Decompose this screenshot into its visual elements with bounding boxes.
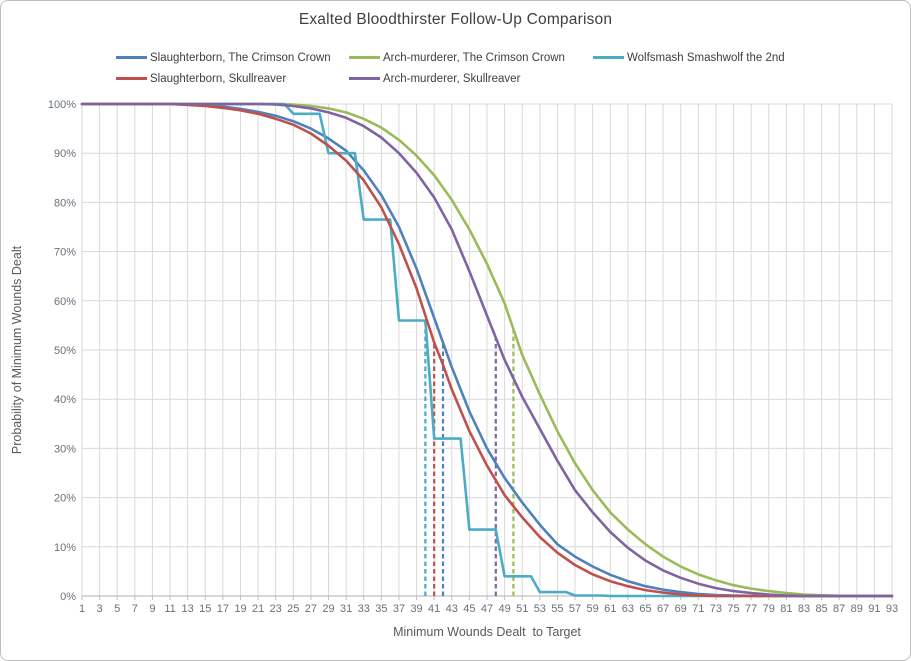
x-tick-label: 81 [780, 603, 792, 615]
x-tick-label: 89 [851, 603, 863, 615]
legend-item-slaughterborn-crimson-crown: Slaughterborn, The Crimson Crown [116, 52, 349, 64]
legend-label: Arch-murderer, Skullreaver [383, 72, 521, 85]
x-tick-label: 33 [358, 603, 370, 615]
x-tick-label: 25 [287, 603, 299, 615]
x-tick-label: 15 [199, 603, 211, 615]
x-tick-label: 79 [763, 603, 775, 615]
x-tick-label: 73 [710, 603, 722, 615]
y-tick-label: 40% [54, 394, 76, 406]
x-tick-label: 85 [815, 603, 827, 615]
legend-row-1: Slaughterborn, The Crimson Crown Arch-mu… [116, 47, 796, 68]
x-tick-label: 31 [340, 603, 352, 615]
x-tick-label: 43 [446, 603, 458, 615]
legend-label: Slaughterborn, Skullreaver [150, 72, 287, 85]
x-tick-label: 45 [463, 603, 475, 615]
x-tick-label: 83 [798, 603, 810, 615]
x-tick-label: 51 [516, 603, 528, 615]
x-tick-label: 57 [569, 603, 581, 615]
series-line [80, 102, 894, 598]
x-tick-label: 53 [534, 603, 546, 615]
x-tick-label: 37 [393, 603, 405, 615]
y-tick-label: 50% [54, 345, 76, 357]
legend-row-2: Slaughterborn, Skullreaver Arch-murderer… [116, 68, 796, 89]
x-tick-label: 41 [428, 603, 440, 615]
x-tick-label: 93 [886, 603, 898, 615]
x-tick-label: 11 [164, 603, 175, 615]
chart-title: Exalted Bloodthirster Follow-Up Comparis… [298, 11, 613, 28]
series-line [80, 102, 894, 598]
line-swatch-icon [349, 77, 380, 80]
legend: Slaughterborn, The Crimson Crown Arch-mu… [116, 47, 796, 89]
legend-item-archmurderer-skullreaver: Arch-murderer, Skullreaver [349, 73, 593, 85]
x-tick-label: 49 [498, 603, 510, 615]
y-tick-label: 30% [54, 443, 76, 455]
x-tick-label: 3 [97, 603, 103, 615]
y-tick-label: 70% [54, 247, 76, 259]
x-tick-label: 35 [375, 603, 387, 615]
x-tick-label: 9 [149, 603, 155, 615]
x-tick-label: 75 [727, 603, 739, 615]
x-tick-label: 5 [114, 603, 120, 615]
x-tick-label: 27 [305, 603, 317, 615]
x-tick-label: 63 [622, 603, 634, 615]
x-axis-title: Minimum Wounds Dealt to Target [393, 625, 581, 639]
x-tick-label: 61 [604, 603, 616, 615]
y-tick-label: 90% [54, 148, 76, 160]
x-tick-label: 67 [657, 603, 669, 615]
x-tick-label: 71 [692, 603, 704, 615]
line-swatch-icon [593, 56, 624, 59]
x-tick-label: 1 [79, 603, 85, 615]
legend-label: Wolfsmash Smashwolf the 2nd [627, 51, 785, 64]
x-tick-label: 77 [745, 603, 757, 615]
x-tick-label: 69 [675, 603, 687, 615]
line-swatch-icon [349, 56, 380, 59]
x-tick-label: 23 [270, 603, 282, 615]
y-tick-label: 80% [54, 197, 76, 209]
y-tick-label: 100% [48, 99, 76, 111]
x-tick-label: 13 [182, 603, 194, 615]
x-tick-label: 91 [868, 603, 880, 615]
x-tick-label: 59 [587, 603, 599, 615]
x-tick-label: 47 [481, 603, 493, 615]
line-swatch-icon [116, 77, 147, 80]
legend-item-wolfsmash: Wolfsmash Smashwolf the 2nd [593, 52, 796, 64]
x-tick-label: 87 [833, 603, 845, 615]
x-tick-label: 17 [217, 603, 229, 615]
series-line [80, 102, 894, 598]
y-tick-label: 0% [60, 591, 76, 603]
x-tick-label: 55 [551, 603, 563, 615]
legend-label: Slaughterborn, The Crimson Crown [150, 51, 331, 64]
y-tick-label: 60% [54, 296, 76, 308]
y-axis-title: Probability of Minimum Wounds Dealt [10, 245, 24, 455]
legend-item-slaughterborn-skullreaver: Slaughterborn, Skullreaver [116, 73, 349, 85]
line-swatch-icon [116, 56, 147, 59]
x-tick-label: 7 [132, 603, 138, 615]
x-tick-label: 21 [252, 603, 264, 615]
x-tick-label: 65 [639, 603, 651, 615]
x-tick-label: 39 [410, 603, 422, 615]
x-tick-label: 29 [322, 603, 334, 615]
legend-label: Arch-murderer, The Crimson Crown [383, 51, 565, 64]
y-tick-label: 10% [54, 542, 76, 554]
legend-item-archmurderer-crimson-crown: Arch-murderer, The Crimson Crown [349, 52, 593, 64]
series-line [80, 102, 894, 598]
x-tick-label: 19 [234, 603, 246, 615]
y-tick-label: 20% [54, 493, 76, 505]
series-line [80, 102, 894, 598]
